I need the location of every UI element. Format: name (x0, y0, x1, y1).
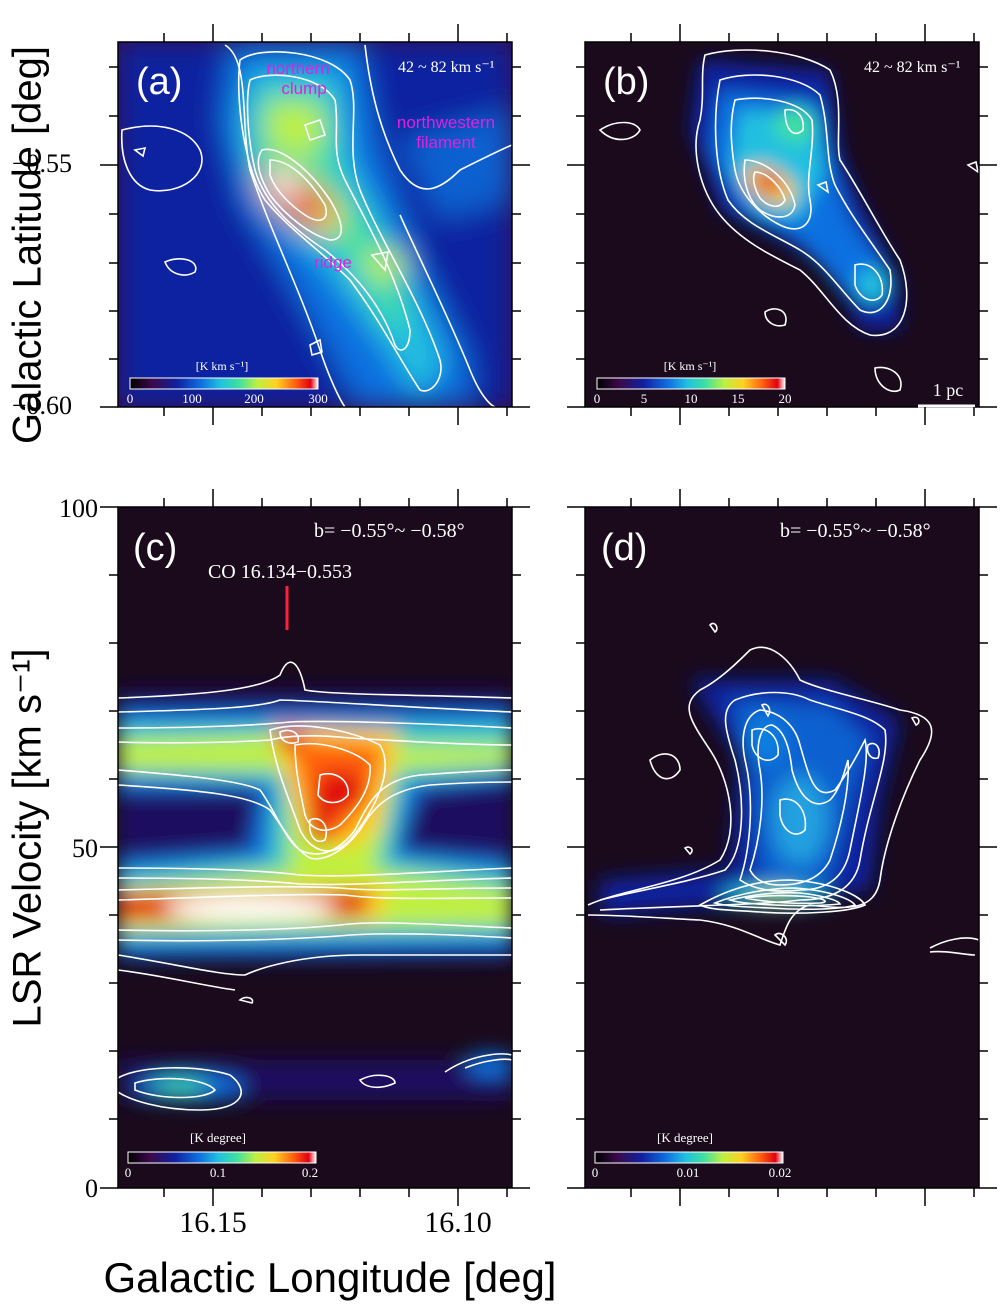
y-tick-bottom-0: 100 (59, 494, 98, 523)
panel-c-colorbar-unit: [K degree] (190, 1130, 246, 1145)
panel-a-colorbar-tick-2: 200 (244, 391, 264, 406)
x-axis-label: Galactic Longitude [deg] (104, 1254, 557, 1301)
panel-c-colorbar: [K degree] 0 0.1 0.2 (125, 1130, 318, 1180)
panel-a-colorbar-bar (129, 377, 319, 390)
panel-c-colorbar-tick-0: 0 (125, 1165, 132, 1180)
panel-c-colorbar-tick-2: 0.2 (302, 1165, 318, 1180)
panel-b-range-label: 42 ~ 82 km s⁻¹ (864, 59, 961, 76)
panel-a-heatmap (118, 42, 512, 407)
y-axis-label-latitude: Galactic Latitude [deg] (6, 46, 50, 444)
panel-b-scalebar-label: 1 pc (933, 380, 964, 400)
panel-d-colorbar-tick-1: 0.01 (677, 1165, 700, 1180)
panel-c-tag: (c) (133, 527, 177, 569)
panel-b-scalebar: 1 pc (918, 380, 975, 408)
x-tick-1: 16.10 (424, 1206, 492, 1239)
y-tick-bottom-2: 0 (85, 1174, 98, 1203)
annotation-ridge: ridge (314, 253, 352, 272)
panel-c: (c) b= −0.55°~ −0.58° CO 16.134−0.553 [K… (117, 506, 513, 1189)
panel-b-frame (584, 41, 980, 408)
panel-a-contours (120, 44, 512, 407)
panel-d-contours (587, 622, 979, 956)
y-tick-top-1: −0.60 (12, 391, 72, 420)
annotation-clump: clump (281, 79, 326, 98)
axis-ticks (100, 24, 997, 1206)
panel-d-colorbar-tick-2: 0.02 (769, 1165, 792, 1180)
panel-b-colorbar-tick-2: 10 (685, 391, 698, 406)
panel-a-colorbar-unit: [K km s⁻¹] (196, 359, 249, 373)
panel-b-colorbar-tick-1: 5 (641, 391, 648, 406)
y-tick-bottom-1: 50 (72, 834, 98, 863)
panel-d-colorbar: [K degree] 0 0.01 0.02 (592, 1130, 792, 1180)
panel-b-colorbar-tick-4: 20 (779, 391, 792, 406)
panel-b: (b) 42 ~ 82 km s⁻¹ 1 pc [K km s⁻¹] 0 5 1… (584, 41, 980, 408)
panel-d-colorbar-bar (594, 1151, 784, 1164)
panel-a-colorbar: [K km s⁻¹] 0 100 200 300 (127, 359, 328, 406)
panel-c-source-label: CO 16.134−0.553 (208, 561, 352, 583)
panel-c-colorbar-tick-1: 0.1 (210, 1165, 226, 1180)
panel-b-colorbar-bar (596, 377, 786, 390)
panel-a-frame (117, 41, 513, 408)
panel-d-colorbar-unit: [K degree] (657, 1130, 713, 1145)
annotation-filament: filament (416, 133, 476, 152)
panel-c-colorbar-bar (127, 1151, 317, 1164)
panel-b-colorbar-tick-0: 0 (594, 391, 601, 406)
y-tick-top-0: −0.55 (12, 149, 72, 178)
panel-d: (d) b= −0.55°~ −0.58° [K degree] 0 0.01 … (584, 506, 980, 1189)
panel-d-colorbar-tick-0: 0 (592, 1165, 599, 1180)
panel-b-colorbar: [K km s⁻¹] 0 5 10 15 20 (594, 359, 792, 406)
x-tick-0: 16.15 (179, 1206, 247, 1239)
panel-a-colorbar-tick-0: 0 (127, 391, 134, 406)
panel-a-tag: (a) (136, 61, 182, 103)
panel-d-range-label: b= −0.55°~ −0.58° (780, 520, 931, 542)
panel-b-colorbar-unit: [K km s⁻¹] (664, 359, 717, 373)
panel-b-heatmap (598, 49, 979, 392)
panel-b-colorbar-tick-3: 15 (732, 391, 745, 406)
panel-a-colorbar-tick-1: 100 (182, 391, 202, 406)
panel-a-colorbar-tick-3: 300 (308, 391, 328, 406)
panel-b-tag: (b) (603, 61, 649, 103)
panel-c-heatmap (118, 661, 512, 1111)
annotation-northwestern: northwestern (397, 113, 495, 132)
annotation-northern: northern (266, 59, 329, 78)
panel-a: (a) 42 ~ 82 km s⁻¹ northern clump northw… (117, 41, 513, 408)
panel-c-contours (118, 661, 512, 1111)
panel-d-tag: (d) (601, 527, 647, 569)
y-axis-label-velocity: LSR Velocity [km s⁻¹] (6, 649, 50, 1028)
panel-a-range-label: 42 ~ 82 km s⁻¹ (398, 59, 495, 76)
panel-d-heatmap (587, 622, 979, 956)
panel-b-contours (598, 49, 979, 392)
panel-c-range-label: b= −0.55°~ −0.58° (314, 520, 465, 542)
